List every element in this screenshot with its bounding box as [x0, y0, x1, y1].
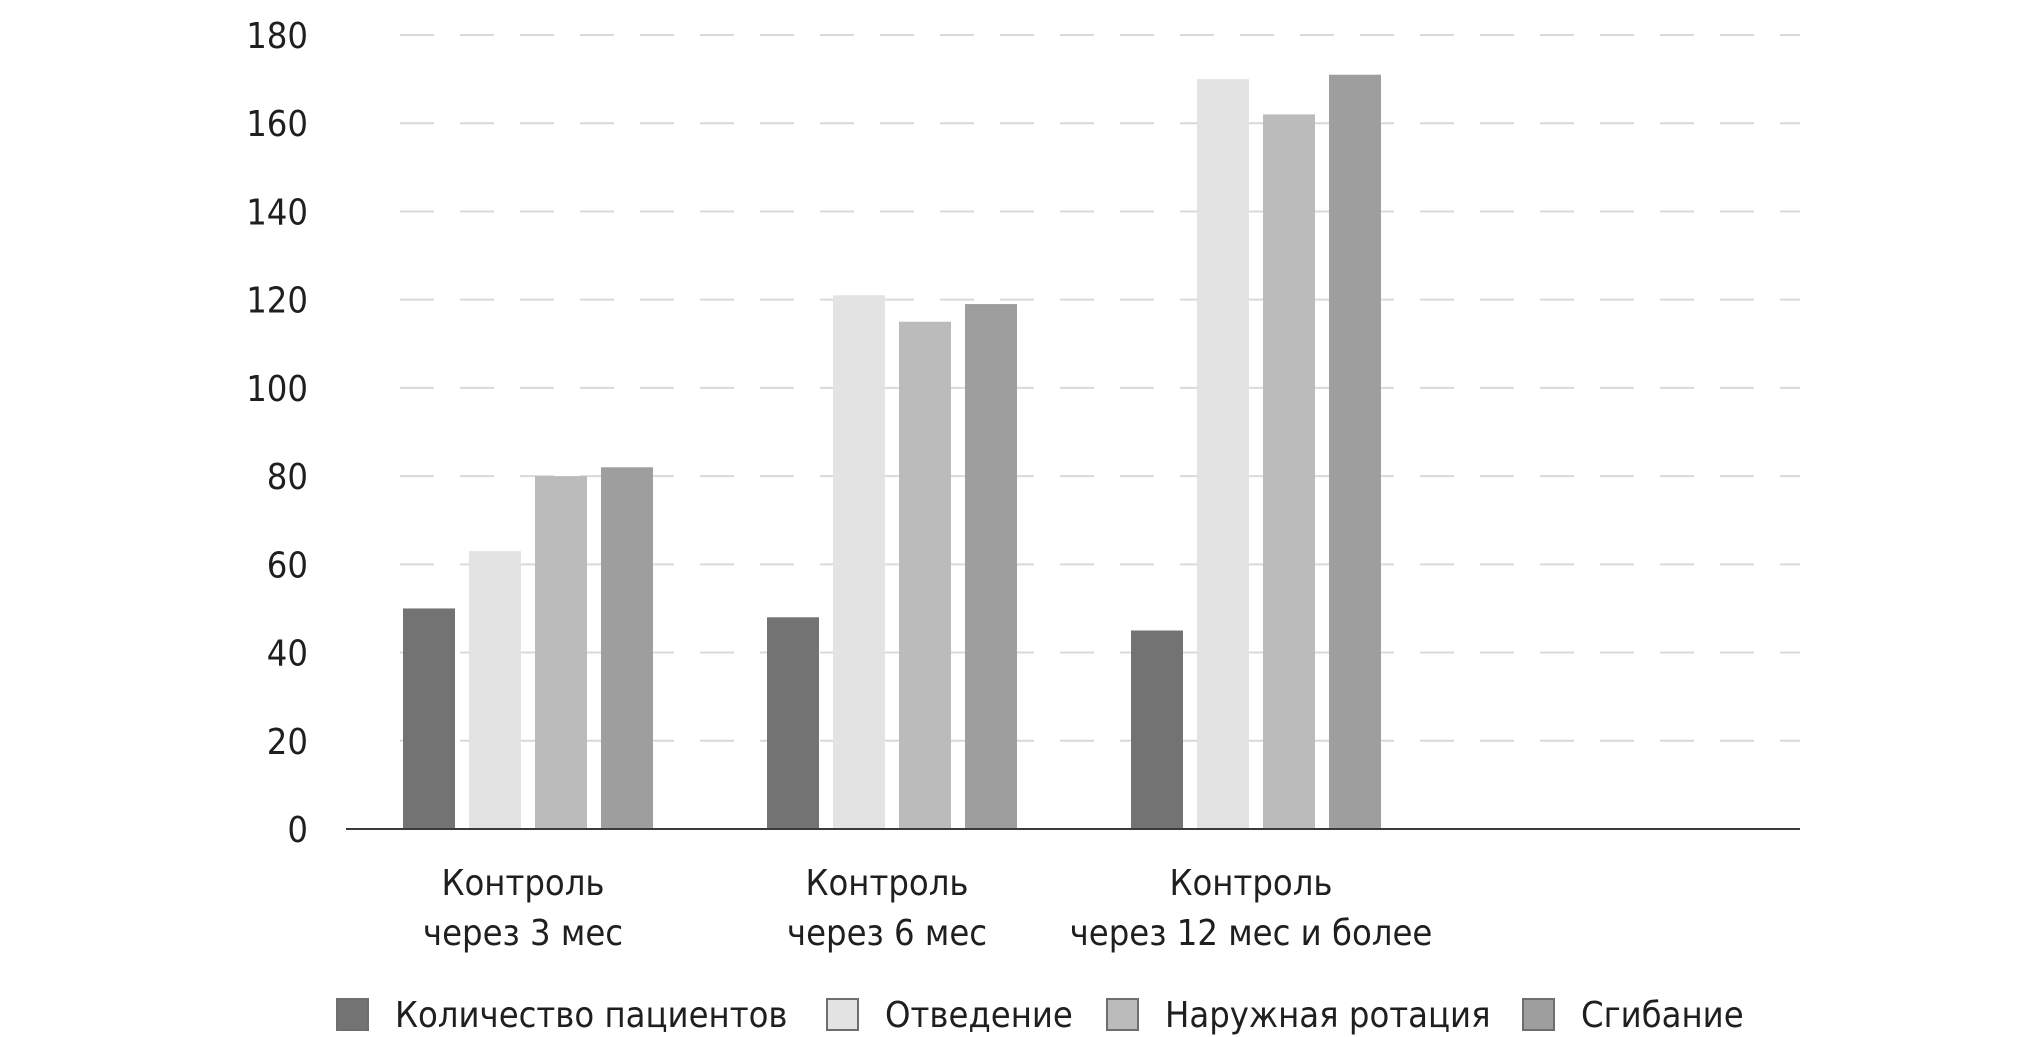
bar-series-2-category-2	[1263, 114, 1315, 829]
bar-series-0-category-2	[1131, 630, 1183, 829]
x-category-label: Контроль	[805, 863, 968, 904]
legend-label: Наружная ротация	[1165, 995, 1491, 1036]
legend-label: Количество пациентов	[395, 995, 787, 1036]
x-category-label: через 6 мес	[787, 913, 987, 954]
y-tick-label: 0	[287, 810, 308, 851]
legend-swatch	[826, 998, 859, 1031]
bar-series-3-category-2	[1329, 74, 1381, 829]
x-category-label: через 3 мес	[423, 913, 623, 954]
y-axis-tick-labels: 0 20 40 60 80 100 120 140 160 180	[246, 16, 308, 851]
bars	[403, 74, 1381, 830]
legend-swatch	[1106, 998, 1139, 1031]
x-category-label: Контроль	[441, 863, 604, 904]
y-tick-label: 80	[267, 457, 308, 498]
gridlines	[400, 34, 1800, 742]
x-category-label: Контроль	[1169, 863, 1332, 904]
x-axis-category-labels: Контроль через 3 мес Контроль через 6 мес Ко…	[423, 863, 1432, 954]
y-tick-label: 100	[246, 369, 308, 410]
bar-series-1-category-2	[1197, 79, 1249, 830]
bar-series-3-category-0	[601, 467, 653, 829]
bar-series-1-category-0	[469, 551, 521, 829]
y-tick-label: 180	[246, 16, 308, 57]
bar-series-0-category-0	[403, 608, 455, 829]
bar-series-3-category-1	[965, 304, 1017, 830]
y-tick-label: 40	[267, 634, 308, 675]
y-tick-label: 60	[267, 545, 308, 586]
y-tick-label: 120	[246, 281, 308, 322]
legend-label: Отведение	[885, 995, 1073, 1036]
legend-swatch	[336, 998, 369, 1031]
bar-series-2-category-1	[899, 321, 951, 829]
bar-series-1-category-1	[833, 295, 885, 829]
bar-series-0-category-1	[767, 617, 819, 829]
y-tick-label: 160	[246, 104, 308, 145]
bar-series-2-category-0	[535, 476, 587, 829]
legend-label: Сгибание	[1581, 995, 1744, 1036]
y-tick-label: 20	[267, 722, 308, 763]
legend: Количество пациентов Отведение Наружная ро…	[336, 995, 1744, 1036]
y-tick-label: 140	[246, 192, 308, 233]
x-category-label: через 12 мес и более	[1070, 913, 1433, 954]
legend-swatch	[1522, 998, 1555, 1031]
